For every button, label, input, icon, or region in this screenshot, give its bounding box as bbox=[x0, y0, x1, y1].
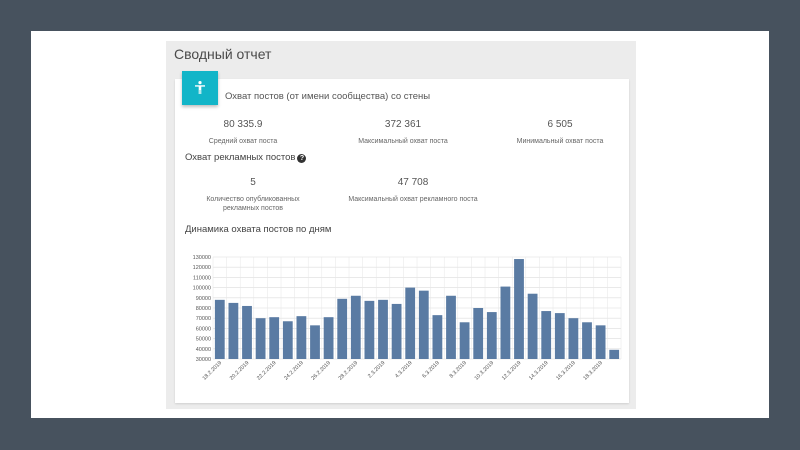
bar-23.2.2019[interactable] bbox=[282, 321, 293, 359]
bar-26.2.2019[interactable] bbox=[323, 317, 334, 359]
bar-5.3.2019[interactable] bbox=[418, 290, 429, 359]
ads-count-value: 5 bbox=[250, 177, 256, 188]
panel-title: Сводный отчет bbox=[174, 46, 272, 62]
bar-27.2.2019[interactable] bbox=[337, 298, 348, 359]
y-tick-label: 40000 bbox=[196, 347, 211, 353]
bar-9.3.2019[interactable] bbox=[473, 308, 484, 359]
ads-count-label-line1: Количество опубликованных bbox=[206, 196, 300, 203]
min-reach-value: 6 505 bbox=[547, 119, 573, 130]
person-icon bbox=[182, 71, 218, 105]
max-reach-stat: 372 361 Максимальный охват поста bbox=[333, 119, 473, 146]
x-tick-label: 16.3.2019 bbox=[555, 360, 577, 382]
bar-19.2.2019[interactable] bbox=[228, 302, 239, 359]
bar-4.3.2019[interactable] bbox=[405, 287, 416, 359]
y-tick-label: 90000 bbox=[196, 296, 211, 302]
y-tick-label: 80000 bbox=[196, 306, 211, 312]
bar-18.2.2019[interactable] bbox=[214, 299, 225, 359]
bar-12.3.2019[interactable] bbox=[514, 259, 524, 359]
chart-title: Динамика охвата постов по дням bbox=[185, 224, 332, 235]
y-tick-label: 30000 bbox=[196, 357, 211, 363]
x-tick-label: 22.2.2019 bbox=[256, 360, 278, 382]
x-tick-label: 12.3.2019 bbox=[501, 360, 523, 382]
x-tick-label: 20.2.2019 bbox=[229, 360, 251, 382]
reach-card: Охват постов (от имени сообщества) со ст… bbox=[175, 71, 629, 403]
ads-reach-heading: Охват рекламных постов? bbox=[185, 152, 307, 163]
avg-reach-value: 80 335.9 bbox=[223, 119, 263, 130]
bar-8.3.2019[interactable] bbox=[459, 322, 470, 359]
max-reach-label: Максимальный охват поста bbox=[358, 138, 448, 145]
bar-19.3.2019[interactable] bbox=[609, 349, 620, 359]
bar-14.3.2019[interactable] bbox=[541, 311, 552, 359]
bar-11.3.2019[interactable] bbox=[500, 286, 511, 359]
bar-24.2.2019[interactable] bbox=[296, 316, 307, 359]
min-reach-label: Минимальный охват поста bbox=[516, 138, 604, 145]
bar-3.3.2019[interactable] bbox=[391, 303, 402, 359]
x-tick-label: 2.3.2019 bbox=[367, 360, 386, 379]
y-tick-label: 130000 bbox=[193, 255, 211, 261]
x-tick-label: 4.3.2019 bbox=[394, 360, 413, 379]
x-tick-label: 14.3.2019 bbox=[528, 360, 550, 382]
ads-max-label: Максимальный охват рекламного поста bbox=[348, 196, 478, 203]
y-tick-label: 100000 bbox=[193, 286, 211, 292]
bar-28.2.2019[interactable] bbox=[350, 295, 361, 359]
bar-15.3.2019[interactable] bbox=[554, 313, 565, 359]
max-reach-value: 372 361 bbox=[384, 119, 422, 130]
bar-17.3.2019[interactable] bbox=[582, 322, 592, 359]
bar-13.3.2019[interactable] bbox=[527, 293, 538, 359]
bar-20.2.2019[interactable] bbox=[242, 305, 252, 359]
bar-10.3.2019[interactable] bbox=[486, 312, 497, 359]
bar-16.3.2019[interactable] bbox=[568, 318, 579, 359]
ads-max-stat: 47 708 Максимальный охват рекламного пос… bbox=[333, 177, 493, 204]
ads-count-label-line2: рекламных постов bbox=[223, 205, 283, 212]
question-circle-icon[interactable]: ? bbox=[297, 154, 307, 163]
x-tick-label: 8.3.2019 bbox=[449, 360, 468, 379]
min-reach-stat: 6 505 Минимальный охват поста bbox=[495, 119, 625, 146]
avg-reach-label: Средний охват поста bbox=[208, 138, 278, 145]
x-tick-label: 24.2.2019 bbox=[283, 360, 305, 382]
summary-report-panel: Сводный отчет Охват постов (от имени соо… bbox=[166, 41, 636, 409]
x-tick-label: 6.3.2019 bbox=[421, 360, 440, 379]
bar-6.3.2019[interactable] bbox=[432, 315, 443, 359]
ads-max-value: 47 708 bbox=[397, 177, 429, 188]
x-tick-label: 18.3.2019 bbox=[582, 360, 604, 382]
bar-21.2.2019[interactable] bbox=[255, 318, 266, 359]
y-tick-label: 110000 bbox=[193, 275, 211, 281]
ads-count-stat: 5 Количество опубликованных рекламных по… bbox=[193, 177, 313, 213]
y-tick-label: 70000 bbox=[196, 316, 211, 322]
bar-1.3.2019[interactable] bbox=[364, 300, 375, 359]
avg-reach-stat: 80 335.9 Средний охват поста bbox=[183, 119, 303, 146]
y-tick-label: 60000 bbox=[196, 326, 211, 332]
x-tick-label: 26.2.2019 bbox=[310, 360, 332, 382]
bar-2.3.2019[interactable] bbox=[378, 299, 388, 359]
y-tick-label: 50000 bbox=[196, 337, 211, 343]
y-tick-label: 120000 bbox=[193, 265, 211, 271]
reach-by-day-chart: 30000 40000 50000 60000 70000 80000 90000 10000… bbox=[193, 255, 622, 382]
bar-18.3.2019[interactable] bbox=[595, 325, 606, 359]
x-tick-label: 18.2.2019 bbox=[202, 360, 224, 382]
ads-reach-title: Охват рекламных постов bbox=[185, 152, 296, 163]
x-tick-label: 28.2.2019 bbox=[338, 360, 360, 382]
bar-7.3.2019[interactable] bbox=[446, 295, 456, 359]
bar-25.2.2019[interactable] bbox=[310, 325, 320, 359]
card-title: Охват постов (от имени сообщества) со ст… bbox=[225, 91, 431, 102]
x-tick-label: 10.3.2019 bbox=[474, 360, 496, 382]
bar-22.2.2019[interactable] bbox=[269, 317, 280, 359]
